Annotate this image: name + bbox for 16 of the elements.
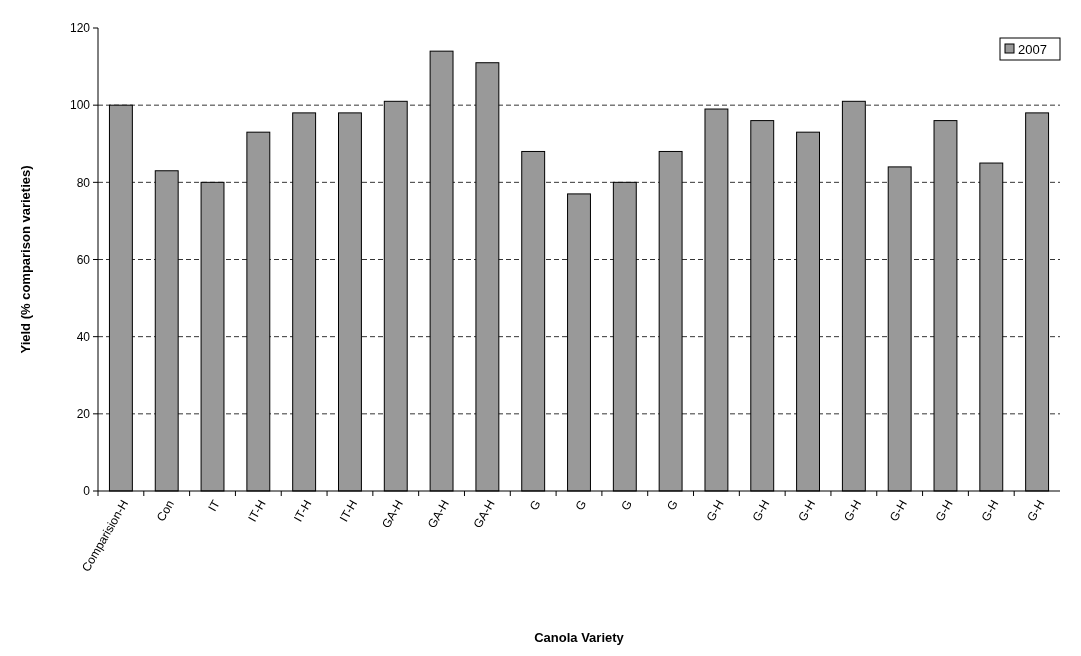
y-tick-label: 100 [69, 98, 91, 113]
x-tick-label: G [526, 497, 544, 513]
x-tick-label: G [664, 497, 681, 513]
x-tick-label: G [618, 497, 636, 513]
y-tick-label: 120 [69, 21, 91, 36]
y-tick-label: 40 [76, 329, 91, 344]
y-tick-label: 80 [76, 175, 91, 190]
x-tick-label: Con [153, 497, 177, 524]
y-tick-label: 60 [76, 252, 91, 267]
y-axis-title: Yield (% comparison varieties) [18, 165, 33, 354]
x-tick-label: IT [205, 497, 224, 514]
y-tick-label: 20 [76, 407, 91, 422]
x-tick-label: G [572, 497, 590, 513]
y-tick-label: 0 [83, 484, 91, 499]
legend-label: 2007 [1018, 41, 1047, 57]
x-axis-title: Canola Variety [534, 630, 625, 645]
